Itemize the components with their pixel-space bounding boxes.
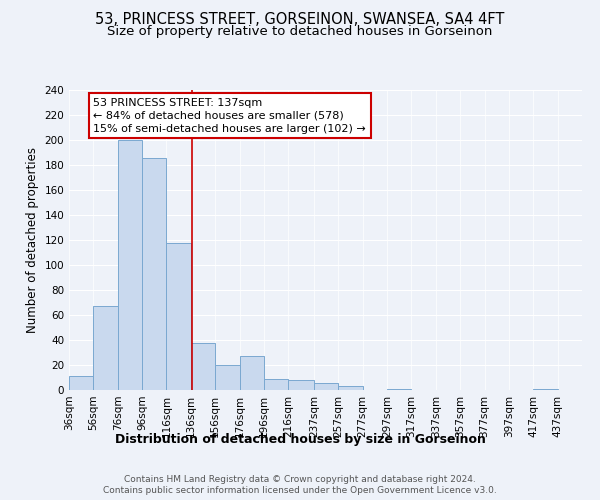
Text: Contains public sector information licensed under the Open Government Licence v3: Contains public sector information licen…	[103, 486, 497, 495]
Y-axis label: Number of detached properties: Number of detached properties	[26, 147, 39, 333]
Bar	[142, 158, 166, 390]
Text: Distribution of detached houses by size in Gorseinon: Distribution of detached houses by size …	[115, 432, 485, 446]
Bar	[338, 386, 362, 390]
Bar	[264, 379, 289, 390]
Bar	[239, 356, 264, 390]
Bar	[118, 140, 142, 390]
Bar	[387, 389, 412, 390]
Bar	[191, 342, 215, 390]
Bar	[215, 365, 239, 390]
Text: 53, PRINCESS STREET, GORSEINON, SWANSEA, SA4 4FT: 53, PRINCESS STREET, GORSEINON, SWANSEA,…	[95, 12, 505, 28]
Bar	[314, 382, 338, 390]
Text: Size of property relative to detached houses in Gorseinon: Size of property relative to detached ho…	[107, 25, 493, 38]
Text: 53 PRINCESS STREET: 137sqm
← 84% of detached houses are smaller (578)
15% of sem: 53 PRINCESS STREET: 137sqm ← 84% of deta…	[94, 98, 366, 134]
Bar	[289, 380, 314, 390]
Text: Contains HM Land Registry data © Crown copyright and database right 2024.: Contains HM Land Registry data © Crown c…	[124, 475, 476, 484]
Bar	[69, 376, 94, 390]
Bar	[94, 306, 118, 390]
Bar	[533, 389, 557, 390]
Bar	[166, 242, 191, 390]
